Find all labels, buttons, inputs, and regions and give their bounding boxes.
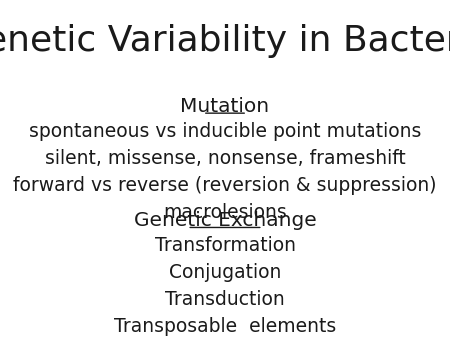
Text: Transformation: Transformation — [154, 236, 296, 255]
Text: macrolesions: macrolesions — [163, 203, 287, 222]
Text: Genetic Exchange: Genetic Exchange — [134, 211, 316, 230]
Text: Conjugation: Conjugation — [169, 263, 281, 282]
Text: Transposable  elements: Transposable elements — [114, 317, 336, 336]
Text: Genetic Variability in Bacteria: Genetic Variability in Bacteria — [0, 24, 450, 57]
Text: Mutation: Mutation — [180, 97, 270, 116]
Text: silent, missense, nonsense, frameshift: silent, missense, nonsense, frameshift — [45, 149, 405, 168]
Text: forward vs reverse (reversion & suppression): forward vs reverse (reversion & suppress… — [13, 176, 437, 195]
Text: Transduction: Transduction — [165, 290, 285, 309]
Text: spontaneous vs inducible point mutations: spontaneous vs inducible point mutations — [29, 122, 421, 141]
